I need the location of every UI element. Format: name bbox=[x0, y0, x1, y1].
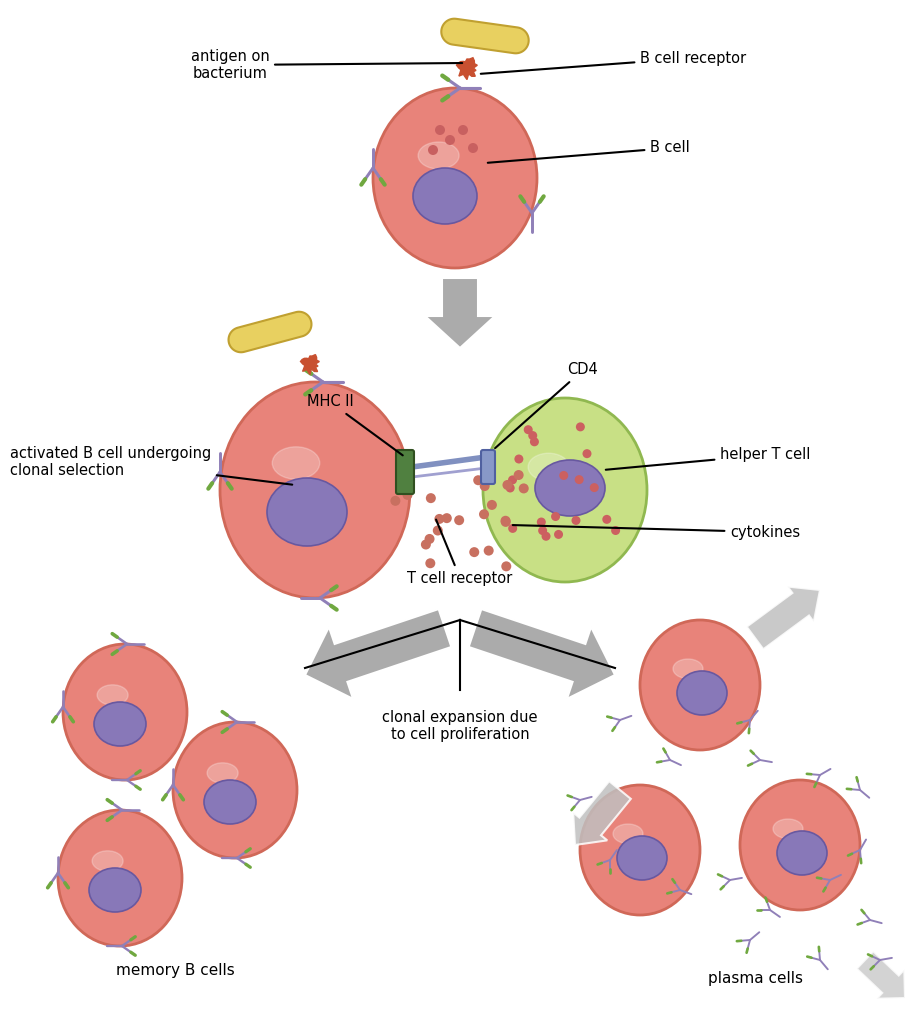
Polygon shape bbox=[425, 278, 495, 348]
Circle shape bbox=[536, 517, 546, 526]
Circle shape bbox=[502, 561, 512, 571]
Circle shape bbox=[503, 480, 513, 489]
Circle shape bbox=[602, 515, 612, 524]
Circle shape bbox=[433, 525, 443, 536]
Text: activated B cell undergoing
clonal selection: activated B cell undergoing clonal selec… bbox=[10, 445, 293, 484]
Circle shape bbox=[421, 540, 431, 550]
Polygon shape bbox=[856, 951, 905, 998]
Ellipse shape bbox=[677, 671, 727, 715]
Text: B cell receptor: B cell receptor bbox=[481, 50, 746, 74]
Circle shape bbox=[571, 516, 580, 525]
Ellipse shape bbox=[89, 868, 141, 912]
Circle shape bbox=[403, 489, 413, 500]
Ellipse shape bbox=[272, 446, 320, 479]
Ellipse shape bbox=[673, 659, 703, 679]
Circle shape bbox=[542, 531, 550, 541]
FancyBboxPatch shape bbox=[481, 450, 495, 484]
Ellipse shape bbox=[97, 685, 128, 706]
Text: plasma cells: plasma cells bbox=[708, 971, 802, 985]
Ellipse shape bbox=[580, 785, 700, 915]
Circle shape bbox=[505, 483, 514, 493]
Ellipse shape bbox=[373, 88, 537, 268]
Circle shape bbox=[551, 512, 560, 521]
Ellipse shape bbox=[777, 831, 827, 874]
Circle shape bbox=[480, 481, 490, 492]
Circle shape bbox=[575, 475, 583, 484]
Circle shape bbox=[611, 526, 620, 535]
Circle shape bbox=[468, 143, 478, 153]
FancyBboxPatch shape bbox=[396, 450, 414, 494]
Circle shape bbox=[391, 496, 401, 506]
Circle shape bbox=[425, 534, 435, 544]
Text: T cell receptor: T cell receptor bbox=[407, 519, 513, 586]
Circle shape bbox=[425, 558, 436, 568]
Circle shape bbox=[442, 513, 452, 523]
Polygon shape bbox=[441, 18, 529, 53]
Polygon shape bbox=[305, 609, 451, 699]
Ellipse shape bbox=[267, 478, 347, 546]
Ellipse shape bbox=[483, 398, 647, 582]
Text: antigen on
bacterium: antigen on bacterium bbox=[191, 49, 462, 81]
Circle shape bbox=[554, 529, 563, 539]
Circle shape bbox=[519, 483, 529, 494]
Circle shape bbox=[435, 514, 445, 524]
Circle shape bbox=[458, 125, 468, 135]
Circle shape bbox=[479, 509, 489, 519]
Circle shape bbox=[514, 455, 524, 464]
Circle shape bbox=[576, 422, 585, 431]
Ellipse shape bbox=[58, 810, 182, 946]
Circle shape bbox=[501, 517, 511, 527]
Circle shape bbox=[483, 546, 493, 556]
Polygon shape bbox=[301, 354, 319, 375]
Polygon shape bbox=[228, 311, 312, 352]
Circle shape bbox=[590, 483, 599, 493]
Circle shape bbox=[508, 524, 517, 532]
Ellipse shape bbox=[528, 454, 569, 481]
Text: cytokines: cytokines bbox=[513, 524, 801, 540]
Circle shape bbox=[428, 145, 438, 155]
Ellipse shape bbox=[92, 851, 123, 871]
Circle shape bbox=[473, 475, 483, 485]
Text: B cell: B cell bbox=[488, 140, 690, 163]
Text: MHC II: MHC II bbox=[306, 394, 403, 456]
Circle shape bbox=[425, 494, 436, 503]
Ellipse shape bbox=[63, 644, 187, 780]
Polygon shape bbox=[469, 609, 615, 699]
Polygon shape bbox=[573, 781, 631, 845]
Ellipse shape bbox=[220, 382, 410, 598]
Ellipse shape bbox=[740, 780, 860, 910]
Ellipse shape bbox=[613, 824, 643, 844]
Circle shape bbox=[435, 125, 445, 135]
Ellipse shape bbox=[204, 780, 256, 824]
Circle shape bbox=[538, 526, 547, 536]
Polygon shape bbox=[457, 57, 478, 80]
Text: memory B cells: memory B cells bbox=[116, 963, 235, 978]
Ellipse shape bbox=[773, 819, 803, 839]
Ellipse shape bbox=[173, 722, 297, 858]
Ellipse shape bbox=[640, 620, 760, 750]
Circle shape bbox=[487, 500, 497, 510]
Text: CD4: CD4 bbox=[495, 362, 599, 449]
Circle shape bbox=[530, 437, 539, 446]
Ellipse shape bbox=[207, 763, 238, 783]
Ellipse shape bbox=[535, 460, 605, 516]
Circle shape bbox=[445, 135, 455, 145]
Circle shape bbox=[582, 450, 591, 458]
Circle shape bbox=[528, 431, 537, 440]
Ellipse shape bbox=[94, 702, 146, 746]
Circle shape bbox=[454, 515, 464, 525]
Ellipse shape bbox=[418, 142, 459, 169]
Text: helper T cell: helper T cell bbox=[606, 447, 811, 470]
Ellipse shape bbox=[413, 168, 477, 224]
Text: clonal expansion due
to cell proliferation: clonal expansion due to cell proliferati… bbox=[382, 710, 537, 742]
Polygon shape bbox=[746, 587, 820, 649]
Circle shape bbox=[559, 471, 569, 480]
Circle shape bbox=[514, 470, 524, 480]
Circle shape bbox=[470, 547, 480, 557]
Circle shape bbox=[508, 475, 517, 484]
Ellipse shape bbox=[617, 836, 667, 880]
Circle shape bbox=[524, 425, 533, 434]
Circle shape bbox=[501, 516, 511, 525]
